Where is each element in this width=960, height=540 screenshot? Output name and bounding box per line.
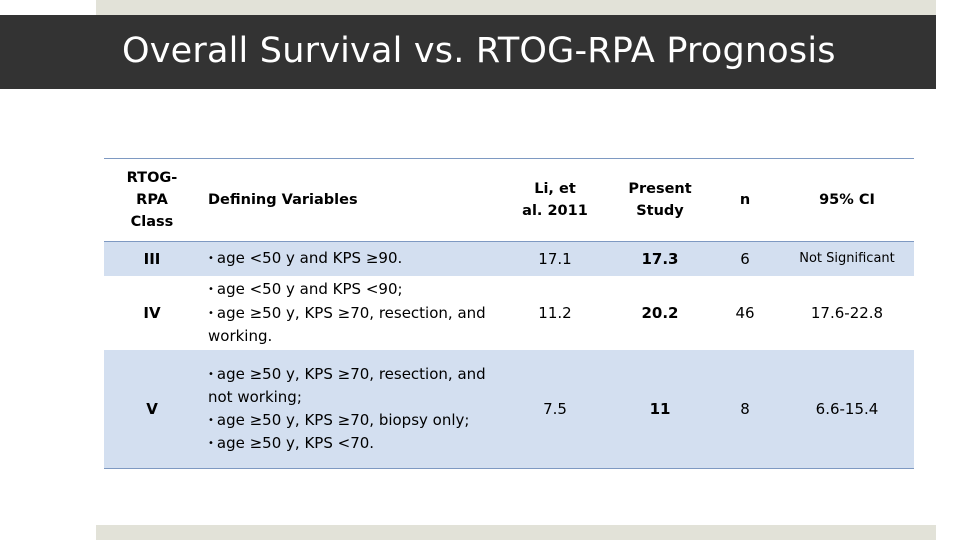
title-bar: Overall Survival vs. RTOG-RPA Prognosis bbox=[0, 15, 936, 89]
cell-n: 6 bbox=[710, 241, 780, 276]
header-class-text: RTOG-RPA Class bbox=[126, 170, 178, 230]
cell-li: 7.5 bbox=[500, 350, 610, 469]
header-present-text: Present Study bbox=[628, 181, 692, 219]
cell-ci: 17.6-22.8 bbox=[810, 303, 884, 322]
table-row-class-iv: IV age <50 y and KPS <90; age ≥50 y, KPS… bbox=[104, 276, 914, 350]
cell-present: 20.2 bbox=[641, 303, 679, 322]
variable-bullet: age ≥50 y, KPS ≥70, resection, and not w… bbox=[208, 363, 496, 409]
variable-bullet: age <50 y and KPS ≥90. bbox=[208, 247, 496, 271]
cell-variables: age <50 y and KPS <90; age ≥50 y, KPS ≥7… bbox=[200, 276, 500, 350]
header-present-study: Present Study bbox=[610, 158, 710, 242]
cell-present: 17.3 bbox=[610, 241, 710, 276]
header-li-2011: Li, et al. 2011 bbox=[500, 158, 610, 242]
cell-li: 11.2 bbox=[538, 303, 572, 322]
cell-variables: age ≥50 y, KPS ≥70, resection, and not w… bbox=[200, 350, 500, 469]
cell-variables: age <50 y and KPS ≥90. bbox=[200, 241, 500, 276]
bottom-accent-strip bbox=[96, 525, 936, 540]
top-accent-strip bbox=[96, 0, 936, 15]
cell-n: 8 bbox=[710, 350, 780, 469]
header-li-text: Li, et al. 2011 bbox=[522, 181, 588, 219]
variable-bullet: age <50 y and KPS <90; bbox=[208, 278, 496, 302]
header-95-ci: 95% CI bbox=[780, 158, 914, 242]
variable-bullet: age ≥50 y, KPS ≥70, resection, and worki… bbox=[208, 302, 496, 348]
variable-bullet: age ≥50 y, KPS <70. bbox=[208, 432, 496, 456]
cell-n: 46 bbox=[735, 303, 755, 322]
cell-ci: 6.6-15.4 bbox=[780, 350, 914, 469]
header-n: n bbox=[710, 158, 780, 242]
cell-li: 17.1 bbox=[500, 241, 610, 276]
slide-title: Overall Survival vs. RTOG-RPA Prognosis bbox=[122, 31, 836, 71]
table-row-class-v: V age ≥50 y, KPS ≥70, resection, and not… bbox=[104, 350, 914, 469]
cell-present: 11 bbox=[610, 350, 710, 469]
prognosis-table: RTOG-RPA Class Defining Variables Li, et… bbox=[104, 158, 914, 469]
cell-class: V bbox=[104, 350, 200, 469]
header-defining-variables: Defining Variables bbox=[200, 158, 500, 242]
cell-class: IV bbox=[143, 303, 161, 322]
variable-bullet: age ≥50 y, KPS ≥70, biopsy only; bbox=[208, 409, 496, 433]
table-row-class-iii: III age <50 y and KPS ≥90. 17.1 17.3 6 N… bbox=[104, 241, 914, 276]
cell-ci: Not Significant bbox=[780, 241, 914, 276]
table-header-row: RTOG-RPA Class Defining Variables Li, et… bbox=[104, 158, 914, 242]
cell-class: III bbox=[104, 241, 200, 276]
header-rtog-rpa-class: RTOG-RPA Class bbox=[104, 158, 200, 242]
